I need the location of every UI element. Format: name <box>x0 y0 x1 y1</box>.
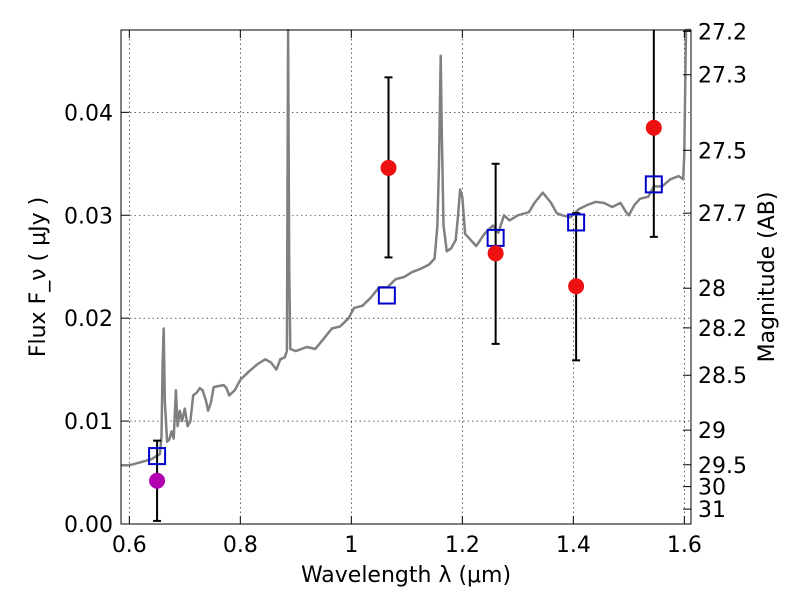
plot-frame <box>120 29 692 525</box>
mag-tick-label: 31 <box>698 498 726 523</box>
mag-tick-label: 29 <box>698 419 726 444</box>
x-tick-label: 0.8 <box>223 533 258 558</box>
y-axis-label: Flux F_ν ( μJy ) <box>26 197 51 357</box>
x-tick-label: 1.2 <box>445 533 480 558</box>
y-tick-label: 0.00 <box>64 513 113 538</box>
model-spectrum <box>121 28 691 467</box>
y-axis-right-label: Magnitude (AB) <box>755 192 780 363</box>
y-tick-label: 0.02 <box>64 307 113 332</box>
mag-tick-label: 27.5 <box>698 139 747 164</box>
observed-flux-point <box>487 245 504 262</box>
x-tick-label: 1 <box>344 533 358 558</box>
axis-ticks: 0.6 0.8 1 1.2 1.4 1.6 0.00 0.01 0.02 0.03 0.04 27.2… <box>64 20 747 558</box>
mag-tick-label: 27.2 <box>698 20 747 45</box>
y-tick-label: 0.03 <box>64 204 113 229</box>
model-photometry-point <box>377 286 396 305</box>
mag-tick-label: 30 <box>698 476 726 501</box>
spectrum-line <box>121 28 691 467</box>
x-tick-label: 1.6 <box>667 533 702 558</box>
observed-flux-point <box>149 472 166 489</box>
x-tick-label: 1.4 <box>556 533 591 558</box>
observed-flux-point <box>568 278 585 295</box>
observed-flux-point <box>380 159 397 176</box>
model-photometry-point <box>644 175 663 194</box>
y-tick-label: 0.01 <box>64 410 113 435</box>
x-axis-label: Wavelength λ (μm) <box>301 563 511 588</box>
mag-tick-label: 27.3 <box>698 64 747 89</box>
mag-tick-label: 28 <box>698 277 726 302</box>
mag-tick-label: 27.7 <box>698 202 747 227</box>
y-tick-label: 0.04 <box>64 101 113 126</box>
model-photometry-point <box>567 213 586 232</box>
data-markers <box>148 119 663 489</box>
mag-tick-label: 28.2 <box>698 317 747 342</box>
mag-tick-label: 28.5 <box>698 364 747 389</box>
x-tick-label: 0.6 <box>112 533 147 558</box>
observed-flux-point <box>645 119 662 136</box>
mag-tick-label: 29.5 <box>698 454 747 479</box>
model-photometry-point <box>148 447 167 466</box>
